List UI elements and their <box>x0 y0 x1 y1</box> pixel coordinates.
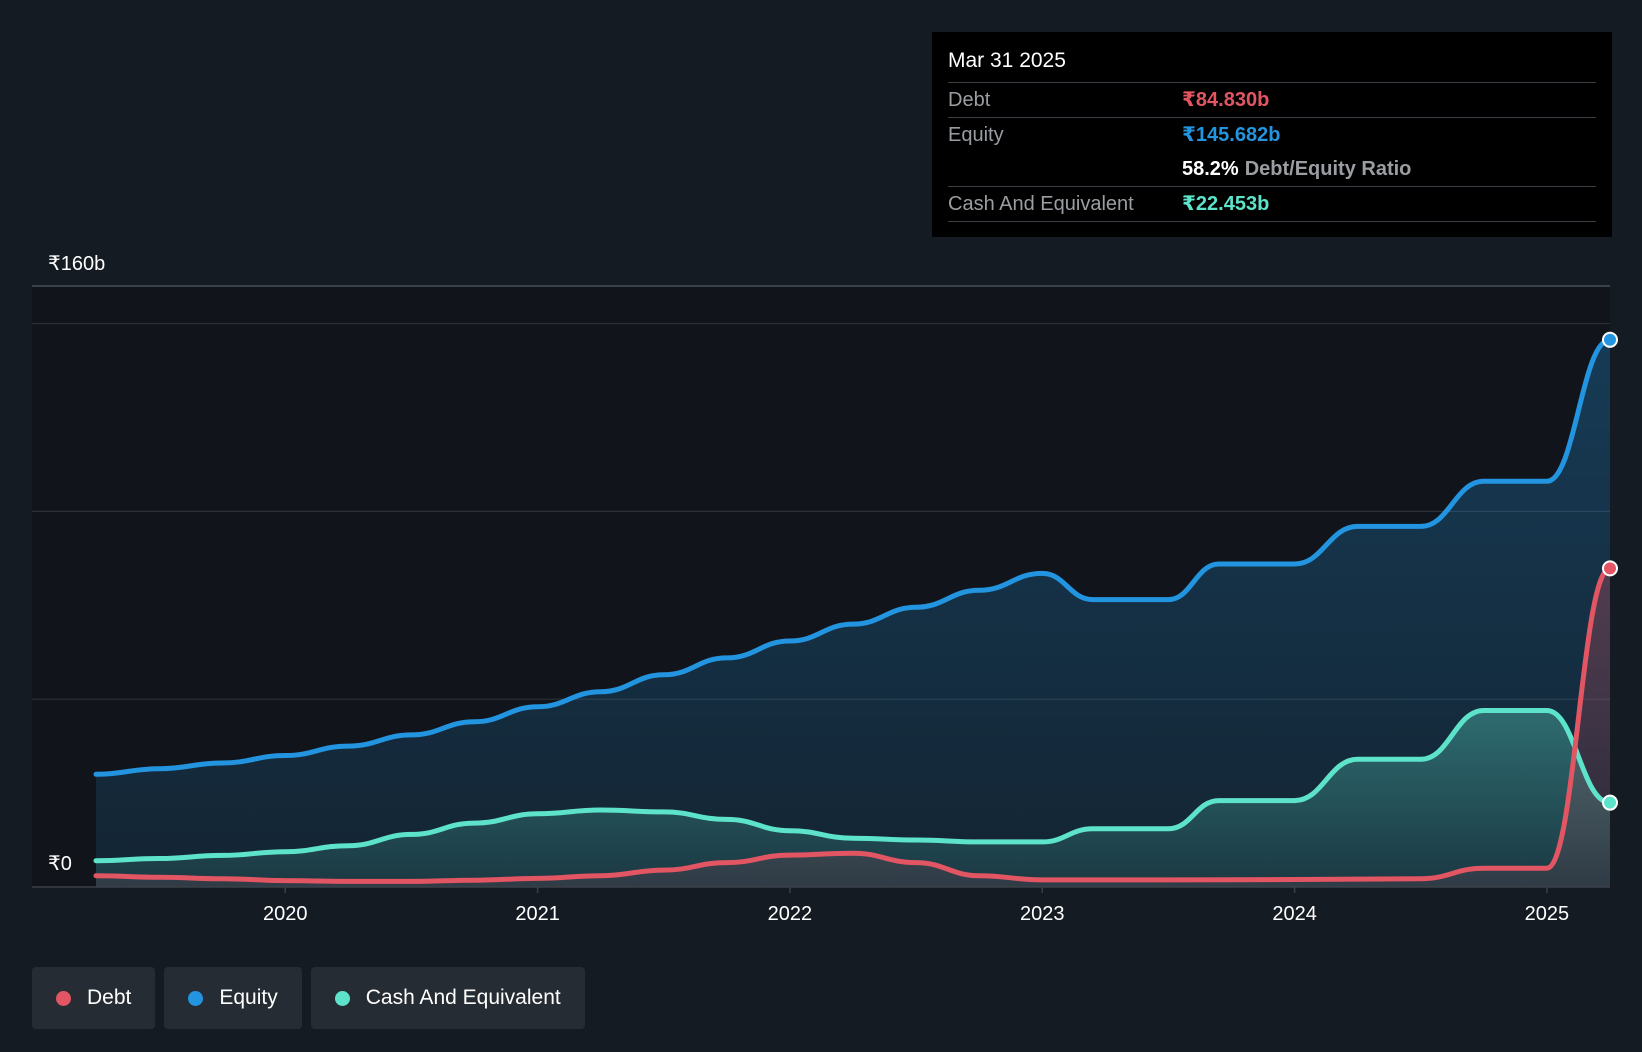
tooltip-ratio-label: Debt/Equity Ratio <box>1244 158 1412 180</box>
x-axis-ticks: 2020 2021 2022 2023 2024 2025 <box>263 887 1569 925</box>
series-areas <box>96 339 1610 887</box>
legend-label: Debt <box>87 986 132 1009</box>
tooltip-row-debt: Debt ₹84.830b <box>948 83 1596 118</box>
legend-label: Cash And Equivalent <box>365 986 561 1009</box>
tooltip-cash-value: ₹22.453b <box>1182 193 1270 215</box>
marker-debt <box>1602 560 1618 577</box>
tooltip-equity-label: Equity <box>948 124 1004 146</box>
tooltip-cash-label: Cash And Equivalent <box>948 193 1134 215</box>
legend-item-debt[interactable]: Debt <box>32 967 156 1029</box>
y-axis-top-label: ₹160b <box>48 253 105 275</box>
legend-dot-icon <box>56 990 71 1006</box>
x-tick-label: 2023 <box>1020 903 1065 925</box>
legend: Debt Equity Cash And Equivalent <box>32 967 585 1029</box>
tooltip-row-ratio: 58.2% Debt/Equity Ratio <box>948 152 1596 187</box>
series-lines <box>93 337 1613 884</box>
x-tick-label: 2020 <box>263 903 308 925</box>
legend-label: Equity <box>219 986 278 1009</box>
line-equity <box>93 337 1613 777</box>
x-tick-label: 2024 <box>1272 903 1317 925</box>
line-cash-and-equivalent <box>93 708 1613 864</box>
legend-dot-icon <box>334 990 350 1006</box>
tooltip-date: Mar 31 2025 <box>948 46 1596 83</box>
legend-dot-icon <box>188 990 204 1006</box>
tooltip-debt-value: ₹84.830b <box>1182 89 1270 111</box>
x-tick-label: 2021 <box>515 903 560 925</box>
tooltip-row-equity: Equity ₹145.682b <box>948 118 1596 152</box>
tooltip-row-cash: Cash And Equivalent ₹22.453b <box>948 187 1596 222</box>
legend-item-equity[interactable]: Equity <box>164 967 302 1029</box>
tooltip-debt-label: Debt <box>948 89 991 111</box>
x-tick-label: 2025 <box>1525 903 1570 925</box>
area-cash-and-equivalent <box>96 710 1610 887</box>
x-tick-label: 2022 <box>768 903 813 925</box>
tooltip-panel: Mar 31 2025 Debt ₹84.830b Equity ₹145.68… <box>932 32 1612 237</box>
line-debt <box>93 565 1613 884</box>
y-axis-bottom-label: ₹0 <box>48 853 72 875</box>
legend-item-cash[interactable]: Cash And Equivalent <box>310 967 585 1029</box>
tooltip-ratio-value: 58.2% <box>1182 158 1239 180</box>
end-markers <box>1602 331 1618 811</box>
area-equity <box>96 339 1610 887</box>
marker-equity <box>1602 331 1618 348</box>
marker-cash-and-equivalent <box>1602 794 1618 811</box>
tooltip-equity-value: ₹145.682b <box>1182 124 1281 146</box>
